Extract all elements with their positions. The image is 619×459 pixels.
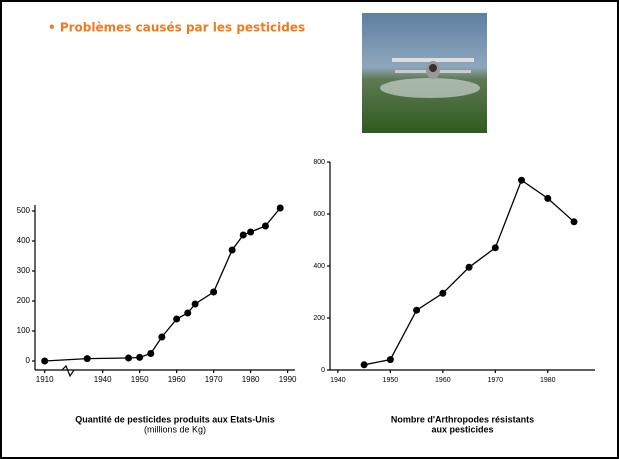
x-tick-label: 1950 [383, 377, 399, 384]
data-point [240, 232, 247, 239]
x-tick-label: 1940 [330, 377, 346, 384]
data-point [125, 355, 132, 362]
y-tick-label: 500 [17, 206, 31, 215]
y-tick-label: 0 [321, 367, 325, 374]
x-tick-label: 1960 [168, 375, 186, 384]
x-tick-label: 1910 [36, 375, 54, 384]
x-tick-label: 1950 [131, 375, 149, 384]
x-tick-label: 1980 [242, 375, 260, 384]
data-point [361, 361, 368, 368]
chart-subtitle: (millions de Kg) [144, 424, 206, 434]
y-tick-label: 0 [26, 356, 31, 365]
data-point [413, 307, 420, 314]
data-point [387, 356, 394, 363]
data-point [158, 334, 165, 341]
data-point [229, 247, 236, 254]
slide-title: • Problèmes causés par les pesticides [48, 21, 305, 35]
y-tick-label: 300 [17, 266, 31, 275]
data-point [262, 223, 269, 230]
y-tick-label: 600 [313, 211, 325, 218]
chart-caption: aux pesticides [431, 424, 493, 434]
data-point [210, 289, 217, 296]
data-point [466, 264, 473, 271]
data-point [136, 354, 143, 361]
y-tick-label: 200 [17, 296, 31, 305]
x-tick-label: 1970 [488, 377, 504, 384]
photo [362, 13, 487, 133]
data-point [544, 195, 551, 202]
y-tick-label: 800 [313, 159, 325, 166]
chart-caption: Nombre d'Arthropodes résistants [391, 414, 534, 424]
data-point [192, 301, 199, 308]
y-tick-label: 200 [313, 315, 325, 322]
data-point [184, 310, 191, 317]
x-tick-label: 1960 [435, 377, 451, 384]
data-point [247, 229, 254, 236]
data-point [571, 218, 578, 225]
y-tick-label: 100 [17, 326, 31, 335]
chart-caption: Quantité de pesticides produits aux Etat… [75, 414, 275, 424]
x-tick-label: 1980 [540, 377, 556, 384]
data-point [41, 358, 48, 365]
y-tick-label: 400 [17, 236, 31, 245]
data-point [173, 316, 180, 323]
data-point [277, 205, 284, 212]
data-point [147, 350, 154, 357]
data-point [518, 177, 525, 184]
data-point [492, 244, 499, 251]
data-point [439, 290, 446, 297]
x-tick-label: 1970 [205, 375, 223, 384]
slide: • Problèmes causés par les pesticides 01… [0, 0, 619, 459]
y-tick-label: 400 [313, 263, 325, 270]
x-tick-label: 1990 [279, 375, 297, 384]
x-tick-label: 1940 [94, 375, 112, 384]
data-point [84, 355, 91, 362]
slide-frame [1, 1, 618, 458]
